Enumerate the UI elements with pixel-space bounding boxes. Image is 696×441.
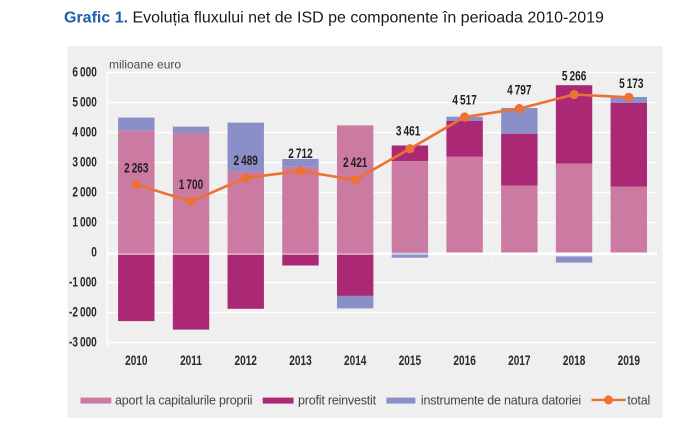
svg-text:2011: 2011 (180, 353, 202, 369)
svg-text:2012: 2012 (234, 353, 257, 369)
svg-text:2 263: 2 263 (124, 160, 149, 176)
svg-text:2 712: 2 712 (288, 145, 313, 161)
svg-text:total: total (627, 394, 650, 408)
svg-text:2018: 2018 (563, 353, 586, 369)
svg-text:6 000: 6 000 (72, 64, 97, 80)
svg-text:2013: 2013 (289, 353, 312, 369)
svg-text:2017: 2017 (508, 353, 531, 369)
svg-text:milioane euro: milioane euro (109, 58, 181, 72)
svg-text:-1 000: -1 000 (69, 274, 97, 290)
svg-text:4 000: 4 000 (72, 124, 97, 140)
svg-text:4 517: 4 517 (452, 92, 477, 108)
svg-text:profit reinvestit: profit reinvestit (298, 394, 377, 408)
svg-text:2019: 2019 (618, 353, 641, 369)
svg-text:2 421: 2 421 (343, 154, 368, 170)
svg-text:5 173: 5 173 (619, 75, 644, 91)
svg-text:0: 0 (91, 244, 97, 260)
svg-text:3 000: 3 000 (72, 154, 97, 170)
svg-text:5 266: 5 266 (562, 68, 587, 84)
svg-text:2015: 2015 (399, 353, 422, 369)
svg-text:2010: 2010 (125, 353, 148, 369)
svg-text:instrumente de natura datoriei: instrumente de natura datoriei (421, 394, 581, 408)
svg-text:2 000: 2 000 (72, 184, 97, 200)
svg-text:Grafic 1. Evoluția fluxului ne: Grafic 1. Evoluția fluxului net de ISD p… (64, 10, 604, 27)
svg-text:1 000: 1 000 (72, 214, 97, 230)
svg-text:2016: 2016 (453, 353, 476, 369)
svg-text:5 000: 5 000 (72, 94, 97, 110)
svg-text:-3 000: -3 000 (69, 334, 97, 350)
svg-text:1 700: 1 700 (179, 176, 204, 192)
svg-text:4 797: 4 797 (507, 82, 532, 98)
svg-text:aport la capitalurile proprii: aport la capitalurile proprii (115, 394, 252, 408)
svg-text:2014: 2014 (344, 353, 367, 369)
svg-text:3 461: 3 461 (396, 123, 421, 139)
svg-text:-2 000: -2 000 (69, 304, 97, 320)
svg-text:2 489: 2 489 (233, 152, 258, 168)
